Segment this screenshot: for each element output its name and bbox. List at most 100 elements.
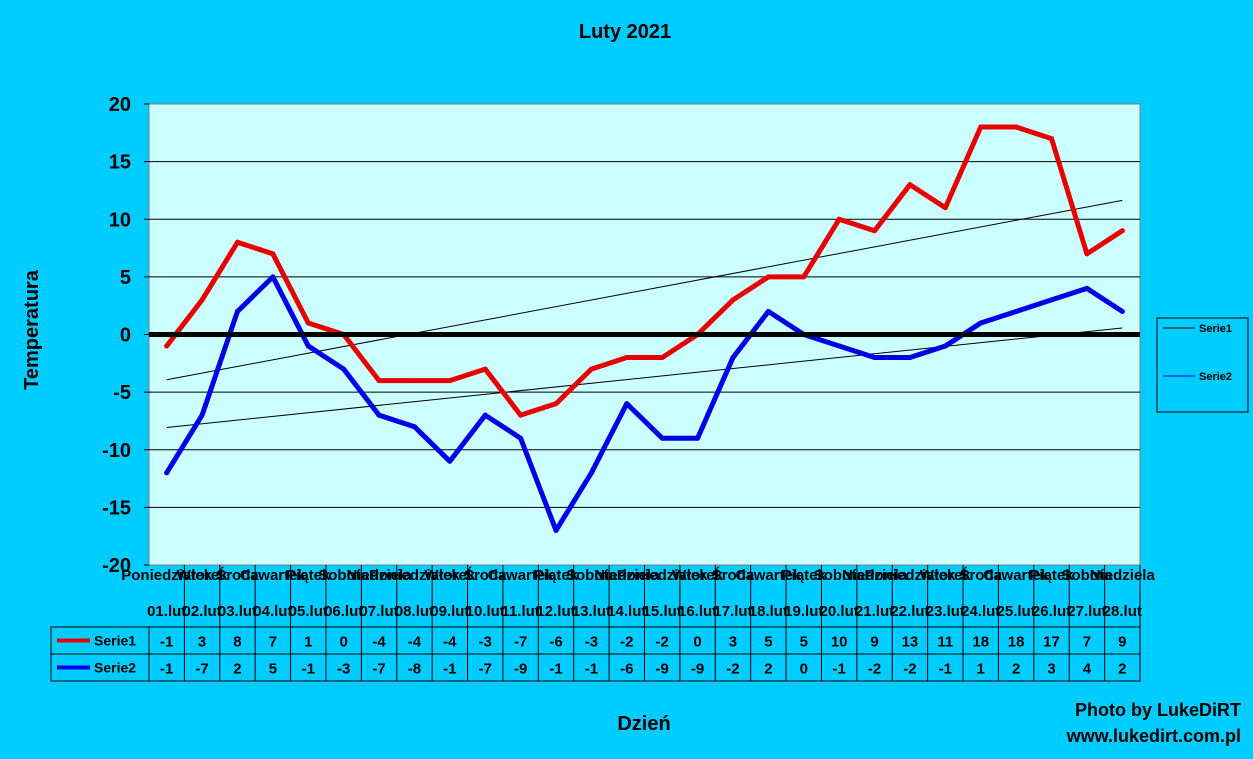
data-point bbox=[730, 297, 736, 303]
table-cell-value: -1 bbox=[939, 661, 952, 678]
table-cell-value: -7 bbox=[479, 661, 492, 678]
table-cell-value: 9 bbox=[870, 634, 878, 651]
table-cell-value: 2 bbox=[1118, 661, 1126, 678]
table-series-label: Serie1 bbox=[94, 633, 136, 649]
table-cell-value: 0 bbox=[339, 634, 347, 651]
table-cell-value: -7 bbox=[372, 661, 385, 678]
table-cell-value: -6 bbox=[620, 661, 633, 678]
table-cell-value: -2 bbox=[868, 661, 881, 678]
day-name-label: Niedziela bbox=[347, 567, 413, 584]
data-point bbox=[624, 401, 630, 407]
day-name-label: Środa bbox=[959, 566, 1002, 584]
data-point bbox=[978, 320, 984, 326]
day-name-label: Czwartek bbox=[735, 567, 802, 584]
data-point bbox=[305, 343, 311, 349]
x-tick-label: 16.lut bbox=[678, 603, 717, 620]
table-cell-value: -1 bbox=[549, 661, 562, 678]
x-tick-label: 12.lut bbox=[536, 603, 575, 620]
day-name-label: Poniedziałek bbox=[865, 567, 957, 584]
day-name-label: Czwartek bbox=[240, 567, 307, 584]
x-tick-label: 25.lut bbox=[997, 603, 1036, 620]
data-point bbox=[1049, 136, 1055, 142]
chart-title: Luty 2021 bbox=[579, 21, 671, 43]
table-cell-value: 2 bbox=[233, 661, 241, 678]
legend-label-serie2: Serie2 bbox=[1199, 371, 1232, 383]
data-point bbox=[624, 355, 630, 361]
x-tick-label: 04.lut bbox=[253, 603, 292, 620]
y-tick-label: 15 bbox=[109, 152, 131, 174]
table-cell-value: 7 bbox=[269, 634, 277, 651]
x-tick-label: 08.lut bbox=[395, 603, 434, 620]
data-point bbox=[1084, 285, 1090, 291]
day-name-label: Sobota bbox=[1061, 567, 1112, 584]
data-point bbox=[376, 412, 382, 418]
table-cell-value: 0 bbox=[800, 661, 808, 678]
table-cell-value: -1 bbox=[160, 661, 173, 678]
data-point bbox=[1119, 228, 1125, 234]
table-cell-value: -4 bbox=[408, 634, 422, 651]
data-point bbox=[164, 343, 170, 349]
table-series-label: Serie2 bbox=[94, 660, 136, 676]
table-cell-value: 3 bbox=[729, 634, 737, 651]
x-tick-label: 11.lut bbox=[501, 603, 539, 620]
credits: Photo by LukeDiRT www.lukedirt.com.pl bbox=[1067, 697, 1241, 749]
table-cell-value: 5 bbox=[800, 634, 808, 651]
day-name-label: Piątek bbox=[782, 567, 827, 584]
data-point bbox=[765, 274, 771, 280]
table-cell-value: -1 bbox=[832, 661, 845, 678]
table-cell-value: 8 bbox=[233, 634, 241, 651]
day-name-label: Piątek bbox=[1029, 567, 1074, 584]
legend-label-serie1: Serie1 bbox=[1199, 323, 1232, 335]
table-cell-value: 11 bbox=[937, 634, 953, 651]
table-cell-value: 1 bbox=[977, 661, 985, 678]
table-cell-value: -1 bbox=[160, 634, 173, 651]
data-point bbox=[270, 274, 276, 280]
data-point bbox=[447, 458, 453, 464]
y-tick-label: 5 bbox=[120, 267, 131, 289]
table-cell-value: 2 bbox=[764, 661, 772, 678]
gridlines bbox=[149, 161, 1140, 508]
table-cell-value: -4 bbox=[372, 634, 386, 651]
x-tick-label: 17.lut bbox=[713, 603, 752, 620]
table-cell-value: 5 bbox=[269, 661, 277, 678]
credits-url: www.lukedirt.com.pl bbox=[1066, 726, 1241, 746]
x-tick-label: 20.lut bbox=[820, 603, 859, 620]
data-point bbox=[942, 343, 948, 349]
data-point bbox=[1013, 124, 1019, 130]
table-cell-value: -7 bbox=[195, 661, 208, 678]
table-cell-value: -1 bbox=[443, 661, 456, 678]
table-cell-value: -3 bbox=[585, 634, 598, 651]
data-point bbox=[588, 470, 594, 476]
data-point bbox=[907, 182, 913, 188]
x-tick-label: 06.lut bbox=[324, 603, 363, 620]
y-tick-label: 20 bbox=[109, 94, 131, 116]
x-tick-label: 27.lut bbox=[1067, 603, 1106, 620]
data-point bbox=[907, 355, 913, 361]
table-cell-value: -2 bbox=[656, 634, 669, 651]
data-point bbox=[199, 412, 205, 418]
table-cell-value: 3 bbox=[1047, 661, 1055, 678]
x-tick-label: 23.lut bbox=[926, 603, 965, 620]
data-point bbox=[872, 228, 878, 234]
y-axis-label: Temperatura bbox=[21, 269, 43, 390]
table-cell-value: -1 bbox=[302, 661, 315, 678]
day-name-label: Środa bbox=[216, 566, 259, 584]
table-cell-value: 0 bbox=[693, 634, 701, 651]
x-tick-label: 22.lut bbox=[890, 603, 929, 620]
table-cell-value: -1 bbox=[585, 661, 598, 678]
table-cell-value: 4 bbox=[1083, 661, 1092, 678]
day-name-label: Wtorek bbox=[920, 567, 971, 584]
x-tick-label: 26.lut bbox=[1032, 603, 1071, 620]
table-cell-value: -8 bbox=[408, 661, 421, 678]
day-name-label: Poniedziałek bbox=[121, 567, 213, 584]
data-point bbox=[270, 251, 276, 257]
data-point bbox=[234, 308, 240, 314]
legend: Serie1 Serie2 bbox=[1156, 317, 1249, 413]
data-point bbox=[305, 320, 311, 326]
data-point bbox=[447, 378, 453, 384]
data-point bbox=[518, 412, 524, 418]
data-point bbox=[1049, 297, 1055, 303]
x-tick-label: 21.lut bbox=[855, 603, 894, 620]
credits-photo: Photo by LukeDiRT bbox=[1075, 700, 1241, 720]
